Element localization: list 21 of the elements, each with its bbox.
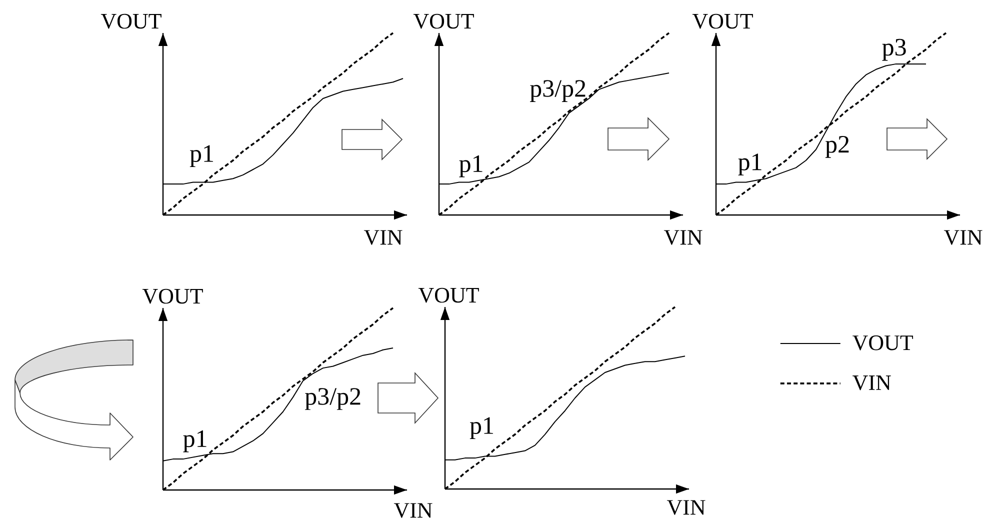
y-axis-title: VOUT — [100, 14, 162, 29]
x-axis-title: VIN — [394, 503, 432, 518]
x-axis-title: VIN — [364, 230, 402, 245]
annotation: p3/p2 — [305, 388, 360, 410]
y-axis-title: VOUT — [142, 288, 203, 304]
annotation: p1 — [470, 417, 493, 440]
x-axis-title: VIN — [664, 230, 702, 245]
annotation: p1 — [738, 154, 762, 176]
annotation: p1 — [183, 430, 206, 452]
legend-label: VOUT — [852, 335, 914, 350]
y-axis-title: VOUT — [692, 14, 753, 29]
annotation: p1 — [459, 155, 482, 178]
legend-label: VIN — [852, 375, 891, 390]
annotation: p1 — [190, 145, 213, 168]
annotation: p3/p2 — [530, 80, 586, 102]
annotation: p3 — [882, 38, 906, 61]
x-axis-title: VIN — [666, 500, 706, 515]
y-axis-title: VOUT — [413, 14, 474, 29]
annotation: p2 — [825, 136, 849, 158]
x-axis-title: VIN — [944, 230, 982, 245]
y-axis-title: VOUT — [418, 288, 479, 303]
